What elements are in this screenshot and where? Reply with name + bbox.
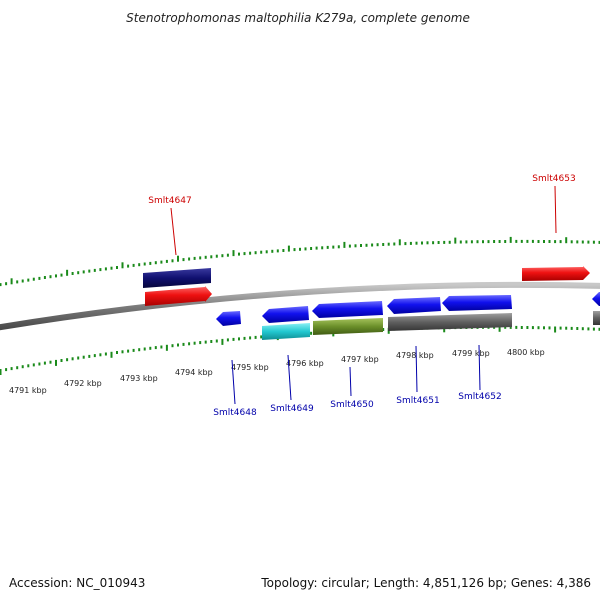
scale-label: 4794 kbp xyxy=(175,368,213,377)
cds-smlt4650[interactable] xyxy=(313,318,383,335)
gene-smlt4650[interactable] xyxy=(312,301,383,318)
genome-title: Stenotrophomonas maltophilia K279a, comp… xyxy=(126,11,470,25)
scale-labels: 4791 kbp 4792 kbp 4793 kbp 4794 kbp 4795… xyxy=(9,348,545,395)
leader-smlt4652 xyxy=(478,344,481,391)
label-smlt4650[interactable]: Smlt4650 xyxy=(330,400,374,410)
scale-label: 4799 kbp xyxy=(452,349,490,358)
gene-edge-right[interactable] xyxy=(592,292,600,306)
gene-smlt4648[interactable] xyxy=(216,311,241,326)
gene-labels: Smlt4647 Smlt4653 Smlt4648 Smlt4649 Smlt… xyxy=(148,174,575,418)
scale-label: 4797 kbp xyxy=(341,355,379,364)
cds-smlt4647[interactable] xyxy=(143,268,211,288)
gene-smlt4651[interactable] xyxy=(387,297,441,314)
leader-smlt4649 xyxy=(287,354,292,401)
label-smlt4647[interactable]: Smlt4647 xyxy=(148,196,191,206)
leader-smlt4647 xyxy=(170,207,177,256)
accession-text: Accession: NC_010943 xyxy=(9,576,145,590)
label-smlt4652[interactable]: Smlt4652 xyxy=(458,392,501,402)
cds-smlt4649[interactable] xyxy=(262,323,310,340)
leader-smlt4650 xyxy=(349,366,352,397)
cds-edge-right[interactable] xyxy=(593,311,600,325)
scale-label: 4792 kbp xyxy=(64,379,102,388)
scale-label: 4793 kbp xyxy=(120,374,158,383)
label-smlt4649[interactable]: Smlt4649 xyxy=(270,404,314,414)
scale-label: 4796 kbp xyxy=(286,359,324,368)
leader-smlt4653 xyxy=(554,185,557,234)
gene-smlt4649[interactable] xyxy=(262,306,309,323)
cds-smlt4651-4652[interactable] xyxy=(388,313,512,331)
leader-smlt4651 xyxy=(415,345,418,393)
genome-backbone xyxy=(0,281,600,331)
leader-smlt4648 xyxy=(231,359,236,405)
gene-smlt4652[interactable] xyxy=(442,295,512,311)
label-smlt4651[interactable]: Smlt4651 xyxy=(396,396,439,406)
scale-label: 4798 kbp xyxy=(396,351,434,360)
scale-label: 4791 kbp xyxy=(9,386,47,395)
genome-summary-text: Topology: circular; Length: 4,851,126 bp… xyxy=(260,576,591,590)
label-smlt4648[interactable]: Smlt4648 xyxy=(213,408,257,418)
scale-label: 4795 kbp xyxy=(231,363,269,372)
gene-smlt4647[interactable] xyxy=(145,286,212,306)
label-leaders xyxy=(170,185,557,405)
label-smlt4653[interactable]: Smlt4653 xyxy=(532,174,575,184)
outer-tick-scale xyxy=(0,236,600,287)
gene-smlt4653[interactable] xyxy=(522,266,590,281)
scale-label: 4800 kbp xyxy=(507,348,545,357)
